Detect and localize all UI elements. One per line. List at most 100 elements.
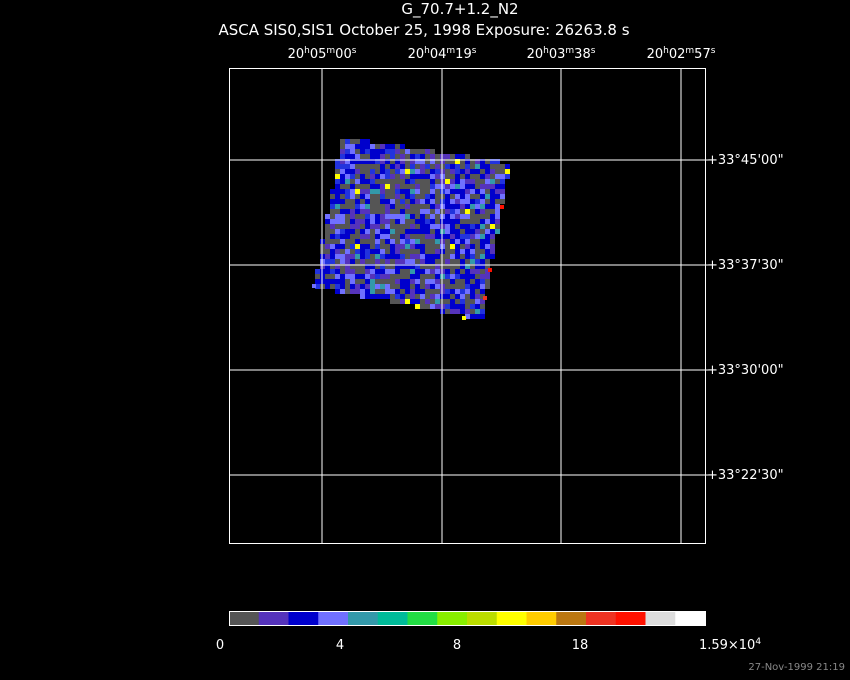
ra-label-part: m xyxy=(326,46,335,56)
image-pixel xyxy=(475,244,480,249)
image-pixel xyxy=(425,279,430,284)
ra-label-part: m xyxy=(446,46,455,56)
image-pixel xyxy=(350,234,355,239)
image-pixel xyxy=(325,249,330,254)
image-pixel xyxy=(430,219,435,224)
image-pixel xyxy=(335,224,340,229)
image-pixel xyxy=(410,224,415,229)
image-pixel xyxy=(350,269,355,274)
image-pixel xyxy=(405,204,410,209)
ra-label-part: h xyxy=(424,46,430,56)
image-pixel xyxy=(330,244,335,249)
image-pixel xyxy=(475,294,480,299)
image-pixel xyxy=(420,184,425,189)
image-pixel xyxy=(460,179,465,184)
image-pixel xyxy=(380,279,385,284)
image-pixel xyxy=(365,204,370,209)
image-pixel xyxy=(420,164,425,169)
image-pixel xyxy=(450,229,455,234)
image-pixel xyxy=(435,254,440,259)
image-pixel xyxy=(370,199,375,204)
image-pixel xyxy=(485,204,490,209)
image-pixel xyxy=(460,164,465,169)
image-pixel xyxy=(430,264,435,269)
image-pixel xyxy=(365,169,370,174)
image-pixel xyxy=(355,224,360,229)
image-pixel xyxy=(480,164,485,169)
image-pixel xyxy=(425,184,430,189)
image-pixel xyxy=(420,194,425,199)
image-pixel xyxy=(420,169,425,174)
image-pixel xyxy=(430,224,435,229)
image-pixel xyxy=(365,264,370,269)
image-pixel xyxy=(425,304,430,309)
image-pixel xyxy=(395,294,400,299)
colorbar: 0 4 8 18 1.59×104 xyxy=(216,611,761,653)
image-pixel xyxy=(370,169,375,174)
image-pixel xyxy=(345,289,350,294)
image-pixel xyxy=(345,199,350,204)
image-pixel xyxy=(505,164,510,169)
image-pixel xyxy=(470,204,475,209)
image-pixel xyxy=(340,284,345,289)
image-pixel xyxy=(460,209,465,214)
image-pixel xyxy=(415,249,420,254)
image-pixel xyxy=(485,234,490,239)
timestamp: 27-Nov-1999 21:19 xyxy=(748,662,845,673)
image-pixel xyxy=(360,214,365,219)
image-pixel xyxy=(420,239,425,244)
image-pixel xyxy=(400,299,405,304)
image-pixel xyxy=(490,159,495,164)
image-pixel xyxy=(375,214,380,219)
image-pixel xyxy=(340,214,345,219)
image-pixel xyxy=(360,239,365,244)
image-pixel xyxy=(335,269,340,274)
image-pixel xyxy=(425,264,430,269)
image-pixel xyxy=(350,144,355,149)
image-pixel xyxy=(455,179,460,184)
image-pixel xyxy=(345,139,350,144)
image-pixel xyxy=(390,244,395,249)
image-pixel xyxy=(375,144,380,149)
image-pixel xyxy=(360,199,365,204)
image-pixel xyxy=(435,249,440,254)
image-pixel xyxy=(455,259,460,264)
image-pixel xyxy=(460,274,465,279)
image-pixel xyxy=(445,254,450,259)
image-pixel xyxy=(415,234,420,239)
image-pixel xyxy=(420,244,425,249)
image-pixel xyxy=(375,174,380,179)
image-pixel xyxy=(355,284,360,289)
image-pixel xyxy=(370,224,375,229)
sky-image xyxy=(312,139,510,320)
image-pixel xyxy=(490,194,495,199)
image-pixel xyxy=(345,169,350,174)
ra-label-part: h xyxy=(304,46,310,56)
image-pixel xyxy=(340,199,345,204)
image-pixel xyxy=(395,289,400,294)
image-pixel xyxy=(400,174,405,179)
image-pixel xyxy=(430,154,435,159)
ra-label-part: 57 xyxy=(694,47,711,62)
image-pixel xyxy=(450,294,455,299)
image-pixel xyxy=(445,274,450,279)
image-pixel xyxy=(420,154,425,159)
image-pixel xyxy=(395,299,400,304)
ra-label-part: s xyxy=(472,46,477,56)
image-pixel xyxy=(450,274,455,279)
image-pixel xyxy=(415,239,420,244)
image-pixel xyxy=(420,269,425,274)
image-pixel xyxy=(395,204,400,209)
image-pixel xyxy=(490,239,495,244)
image-pixel xyxy=(480,254,485,259)
image-pixel xyxy=(395,214,400,219)
image-pixel xyxy=(490,214,495,219)
image-pixel xyxy=(360,259,365,264)
image-pixel xyxy=(480,219,485,224)
image-pixel xyxy=(475,224,480,229)
image-pixel xyxy=(330,249,335,254)
image-pixel xyxy=(465,239,470,244)
image-pixel xyxy=(470,284,475,289)
image-pixel xyxy=(355,169,360,174)
image-pixel xyxy=(485,244,490,249)
